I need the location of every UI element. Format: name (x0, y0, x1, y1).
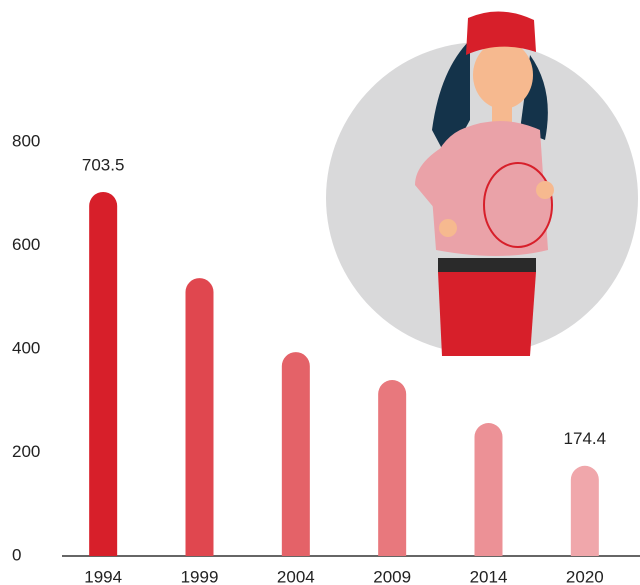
y-tick-label: 0 (12, 545, 21, 564)
x-tick-label: 2009 (373, 567, 411, 585)
bar (89, 192, 117, 556)
bar (571, 466, 599, 556)
bar (186, 278, 214, 556)
x-tick-label: 1999 (181, 567, 219, 585)
chart: 0 200 400 600 800 1994 703.5 1999 2004 2009 2014 20… (0, 0, 640, 585)
x-tick-label: 1994 (84, 567, 122, 585)
x-tick-label: 2004 (277, 567, 315, 585)
y-tick-label: 400 (12, 338, 40, 357)
bar (282, 352, 310, 556)
illustration (326, 11, 638, 356)
y-tick-label: 600 (12, 235, 40, 254)
y-tick-label: 800 (12, 131, 40, 150)
value-label: 174.4 (564, 429, 607, 448)
x-tick-label: 2020 (566, 567, 604, 585)
x-tick-label: 2014 (470, 567, 508, 585)
value-label: 703.5 (82, 155, 125, 174)
bar (378, 380, 406, 556)
y-tick-label: 200 (12, 442, 40, 461)
bar (475, 423, 503, 556)
